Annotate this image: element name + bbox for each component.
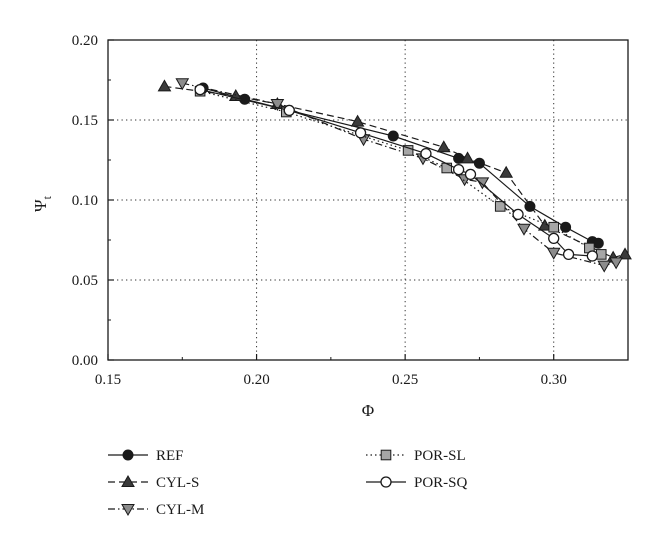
x-tick-label: 0.25 (392, 372, 418, 388)
series-line-cyl-m (182, 82, 617, 267)
data-point-por-sl (494, 201, 506, 212)
data-point-por-sq (452, 163, 465, 176)
legend-item-por-sq: POR-SQ (366, 475, 468, 491)
legend-label-por-sq: POR-SQ (414, 475, 468, 491)
legend-label-por-sl: POR-SL (414, 448, 466, 464)
data-point-por-sl (548, 221, 560, 233)
data-point-por-sq (562, 248, 575, 261)
data-point-por-sq (548, 232, 560, 245)
data-point-cyl-s (499, 165, 514, 178)
grid (108, 40, 628, 360)
data-point-cyl-s (460, 151, 475, 164)
data-point-por-sl (595, 249, 607, 260)
data-point-cyl-s (436, 140, 451, 153)
data-point-cyl-m (175, 78, 190, 91)
data-point-cyl-s (350, 114, 365, 127)
x-tick-label: 0.20 (243, 372, 269, 388)
series-layer (157, 78, 632, 273)
legend-label-cyl-m: CYL-M (156, 502, 204, 518)
series-cyl-s (157, 79, 632, 263)
y-axis-label: Ψt (31, 195, 54, 212)
data-point-cyl-s (537, 218, 552, 231)
legend-marker-cyl-s (121, 474, 135, 487)
y-axis-label-sub: t (40, 195, 54, 199)
legend: REF CYL-S CYL-M POR-SL POR-SQ (108, 448, 468, 518)
svg-text:Ψt: Ψt (31, 195, 54, 212)
data-point-por-sq (194, 83, 206, 96)
axis-ticks: 0.15 0.20 0.25 0.30 0.00 0.05 0.10 0.15 0.20 (72, 33, 629, 388)
y-axis-label-main: Ψ (31, 199, 50, 212)
x-tick-label: 0.30 (541, 372, 567, 388)
y-tick-label: 0.05 (72, 273, 98, 289)
data-point-cyl-m (270, 99, 285, 112)
legend-label-ref: REF (156, 448, 184, 464)
legend-marker-por-sq (380, 476, 392, 488)
data-point-cyl-m (609, 257, 623, 270)
data-point-cyl-m (475, 177, 490, 190)
series-line-por-sq (199, 89, 593, 257)
legend-label-cyl-s: CYL-S (156, 475, 199, 491)
data-point-por-sq (354, 127, 367, 139)
y-tick-label: 0.20 (72, 33, 98, 49)
legend-marker-ref (122, 449, 134, 461)
series-por-sq (194, 83, 598, 262)
legend-item-cyl-s: CYL-S (108, 474, 199, 491)
data-point-cyl-m (517, 223, 531, 236)
legend-marker-cyl-m (121, 504, 135, 517)
y-tick-label: 0.15 (72, 113, 98, 129)
legend-marker-por-sl (380, 449, 392, 461)
data-point-por-sq (420, 147, 432, 160)
data-point-por-sl (441, 162, 453, 174)
legend-item-cyl-m: CYL-M (108, 502, 204, 518)
x-tick-label: 0.15 (95, 372, 121, 388)
axis-labels: Φ Ψt (31, 195, 374, 420)
series-line-ref (202, 87, 599, 244)
data-point-cyl-s (157, 79, 172, 92)
data-point-cyl-m (597, 260, 612, 273)
data-point-ref (592, 237, 604, 249)
y-tick-label: 0.00 (72, 353, 98, 369)
data-point-por-sq (586, 250, 598, 262)
data-point-ref (560, 221, 572, 233)
legend-item-por-sl: POR-SL (366, 448, 466, 464)
data-point-cyl-s (618, 247, 632, 260)
legend-item-ref: REF (108, 448, 184, 464)
data-point-por-sq (283, 104, 295, 117)
data-point-por-sq (512, 208, 524, 221)
data-point-por-sq (464, 168, 477, 181)
x-axis-label: Φ (362, 401, 374, 420)
data-point-por-sl (402, 145, 414, 156)
data-point-cyl-m (546, 247, 561, 260)
y-tick-label: 0.10 (72, 193, 98, 209)
